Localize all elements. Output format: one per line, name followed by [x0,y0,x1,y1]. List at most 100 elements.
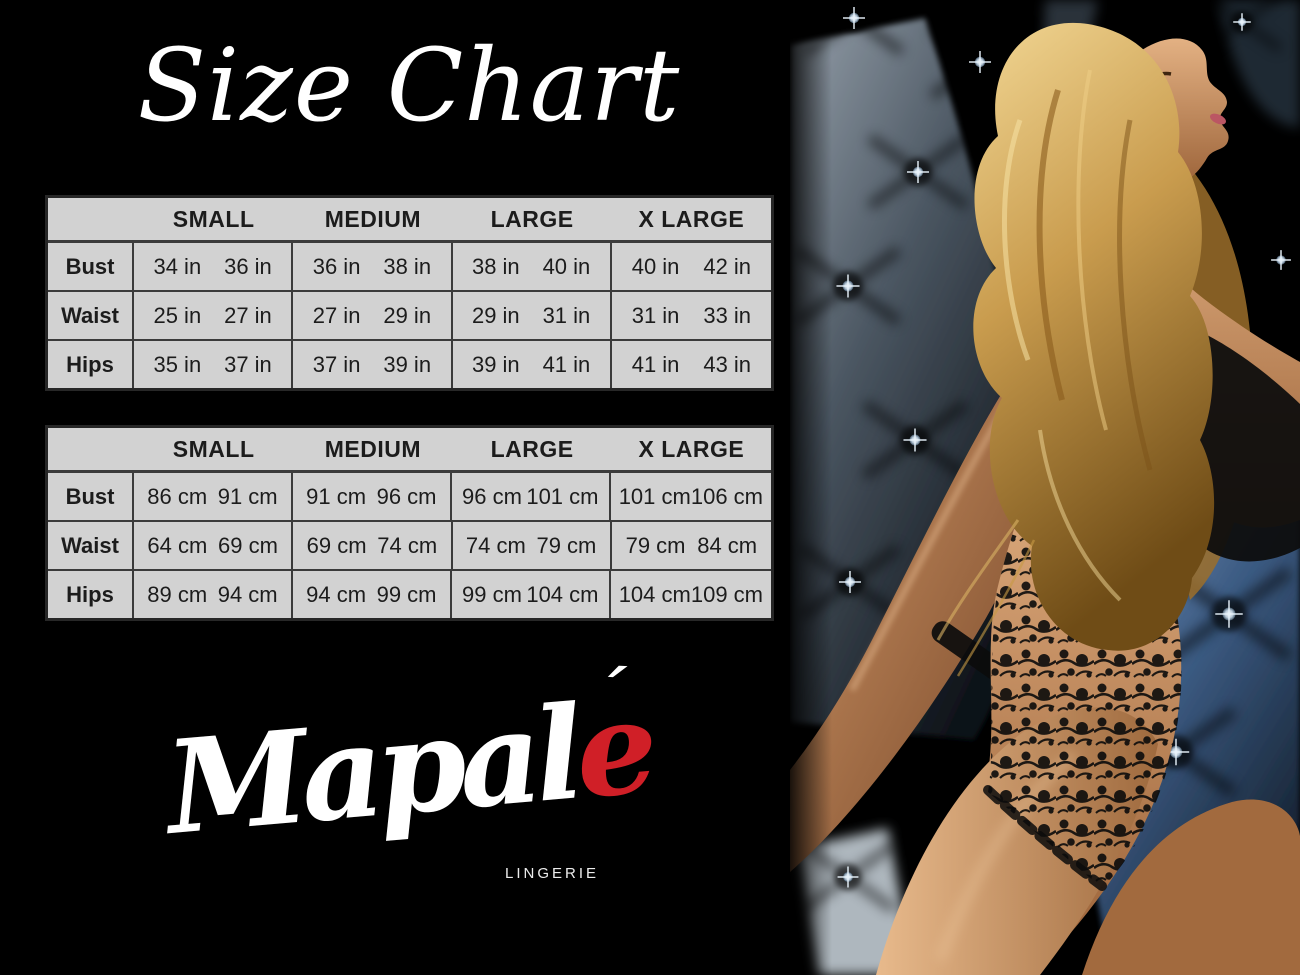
measurement-value: 43 in [703,351,752,377]
measurement-cell: 104 cm 109 cm [611,571,771,618]
measurement-value: 37 in [312,351,361,377]
measurement-cell: 36 in 38 in [293,243,453,290]
size-column-header: LARGE [490,435,574,462]
measurement-cell: 29 in 31 in [453,292,612,339]
measurement-value: 104 cm [618,581,691,607]
measurement-value: 34 in [153,253,202,279]
measurement-value: 27 in [224,302,272,328]
measurement-cell: 86 cm 91 cm [134,473,293,520]
table-row: Bust 86 cm 91 cm 91 cm 96 cm 96 cm 101 cm 101 c… [48,473,771,522]
row-label: Bust [48,473,135,520]
measurement-value: 41 in [542,351,591,377]
measurement-value: 101 cm [618,483,691,509]
logo-accent-mark: ´ [591,656,628,733]
measurement-cell: 35 in 37 in [134,341,294,388]
measurement-value: 69 cm [217,532,278,558]
measurement-value: 40 in [631,253,680,279]
measurement-value: 42 in [703,253,752,279]
measurement-value: 39 in [471,351,520,377]
measurement-cell: 74 cm 79 cm [453,522,612,569]
measurement-value: 39 in [383,351,432,377]
measurement-value: 101 cm [526,483,599,509]
logo-text: Mapal [160,678,583,864]
measurement-cell: 96 cm 101 cm [452,473,611,520]
row-label: Hips [48,341,135,388]
measurement-value: 35 in [153,351,202,377]
table-row: Hips 35 in 37 in 37 in 39 in 39 in 41 in 41 in 4… [48,341,771,388]
model-photo [790,0,1300,975]
measurement-cell: 99 cm 104 cm [452,571,611,618]
measurement-value: 38 in [383,253,432,279]
size-column-header: MEDIUM [324,205,422,232]
table-corner-cell [48,428,134,470]
measurement-cell: 37 in 39 in [293,341,453,388]
table-row: Waist 64 cm 69 cm 69 cm 74 cm 74 cm 79 cm 79 cm… [48,522,771,571]
measurement-value: 31 in [542,302,591,328]
measurement-value: 94 cm [217,581,278,607]
measurement-cell: 64 cm 69 cm [134,522,294,569]
tufted-button [861,400,969,480]
tufted-button [867,133,969,211]
logo-accent-letter: e ´ [569,656,658,829]
photo-left-fade [790,0,832,975]
measurement-cell: 25 in 27 in [134,292,294,339]
row-label: Bust [48,243,135,290]
row-label: Hips [48,571,135,618]
measurement-cell: 94 cm 99 cm [293,571,452,618]
measurement-cell: 31 in 33 in [612,292,771,339]
measurement-value: 29 in [383,302,432,328]
measurement-value: 40 in [542,253,591,279]
measurement-value: 84 cm [697,532,758,558]
measurement-cell: 101 cm 106 cm [611,473,771,520]
table-header-row: SMALL MEDIUM LARGE X LARGE [48,428,771,473]
measurement-value: 96 cm [462,483,522,509]
measurement-cell: 91 cm 96 cm [293,473,452,520]
measurement-value: 33 in [703,302,752,328]
tufted-button [1235,225,1300,295]
model-leg-back [1082,799,1300,975]
measurement-value: 109 cm [690,581,763,607]
measurement-value: 27 in [312,302,361,328]
measurement-cell: 39 in 41 in [453,341,612,388]
measurement-cell: 27 in 29 in [293,292,453,339]
measurement-cell: 34 in 36 in [134,243,294,290]
measurement-value: 31 in [631,302,680,328]
row-label: Waist [48,522,135,569]
measurement-cell: 69 cm 74 cm [293,522,453,569]
measurement-value: 94 cm [306,581,367,607]
brand-tagline: LINGERIE [505,865,600,882]
table-row: Waist 25 in 27 in 27 in 29 in 29 in 31 in 31 in… [48,292,771,341]
measurement-value: 104 cm [526,581,599,607]
size-column-header: X LARGE [638,435,745,462]
measurement-value: 86 cm [147,483,208,509]
measurement-value: 79 cm [536,532,597,558]
measurement-cell: 79 cm 84 cm [612,522,771,569]
measurement-value: 79 cm [625,532,686,558]
measurement-value: 29 in [471,302,520,328]
measurement-cell: 40 in 42 in [612,243,771,290]
measurement-value: 99 cm [376,581,437,607]
measurement-value: 96 cm [376,483,437,509]
measurement-value: 41 in [631,351,680,377]
logo-wordmark: Mapale ´ [160,656,658,864]
page-title: Size Chart [137,27,681,144]
brand-logo: Mapale ´ LINGERIE [45,656,773,910]
size-table-inches: SMALL MEDIUM LARGE X LARGE Bust 34 in 36 in 36 … [45,195,774,391]
measurement-cell: 41 in 43 in [612,341,771,388]
measurement-value: 99 cm [462,581,522,607]
measurement-value: 36 in [224,253,272,279]
hair-strands [936,69,1153,677]
size-table-centimeters: SMALL MEDIUM LARGE X LARGE Bust 86 cm 91 cm 91 … [45,425,774,621]
size-column-header: SMALL [172,205,255,232]
measurement-value: 74 cm [377,532,438,558]
size-column-header: LARGE [490,205,574,232]
table-header-row: SMALL MEDIUM LARGE X LARGE [48,198,771,243]
measurement-value: 38 in [471,253,520,279]
size-column-header: MEDIUM [324,435,422,462]
table-row: Bust 34 in 36 in 36 in 38 in 38 in 40 in 40 in 4… [48,243,771,292]
measurement-cell: 89 cm 94 cm [134,571,293,618]
measurement-value: 91 cm [217,483,278,509]
size-column-header: SMALL [172,435,255,462]
model [790,22,1300,975]
measurement-cell: 38 in 40 in [453,243,612,290]
